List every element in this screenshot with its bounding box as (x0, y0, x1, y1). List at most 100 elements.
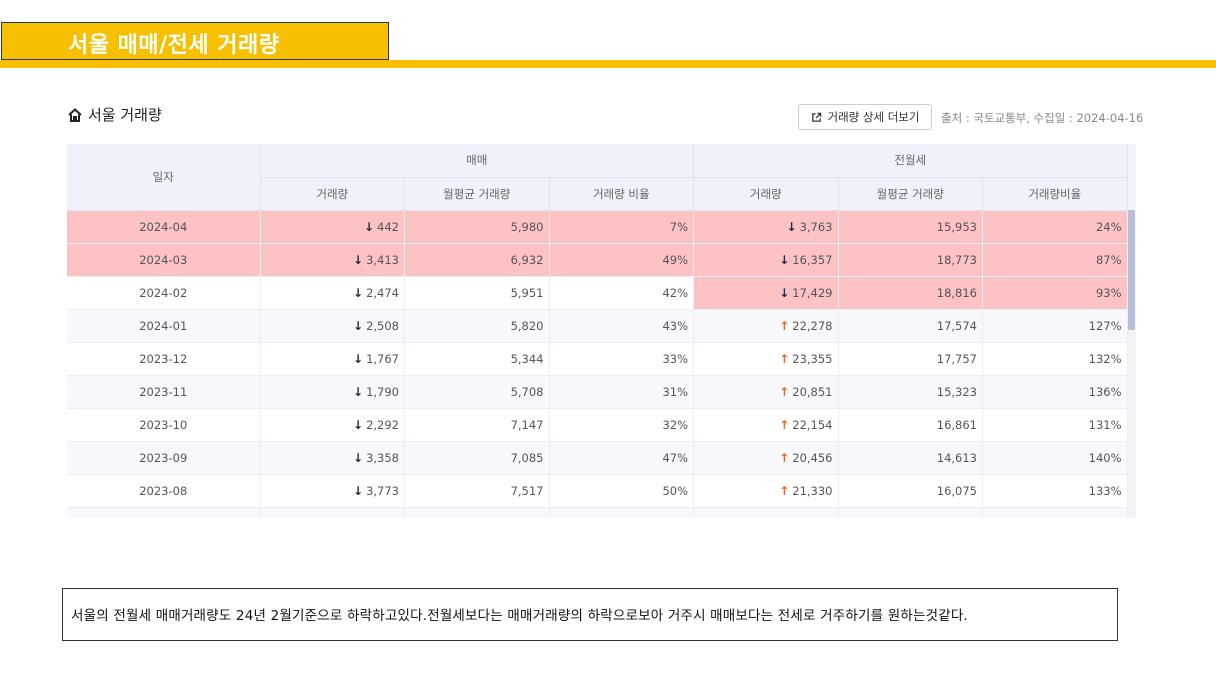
date-cell: 2024-03 (67, 243, 261, 277)
arrow-down-icon: ↓ (779, 285, 790, 300)
rent-volume-cell: ↓ 17,429 (693, 276, 839, 310)
sale-volume-header: 거래량 (260, 177, 405, 211)
rent-avg-cell: 18,773 (838, 243, 983, 277)
empty-cell (549, 507, 694, 518)
table-row-partial (67, 507, 1128, 518)
date-cell: 2023-10 (67, 408, 261, 442)
sale-ratio-cell: 43% (549, 309, 694, 343)
rent-avg-header: 월평균 거래량 (838, 177, 983, 211)
arrow-down-icon: ↓ (353, 483, 364, 498)
arrow-up-icon: ↑ (779, 483, 790, 498)
sale-ratio-cell: 33% (549, 342, 694, 376)
home-icon (68, 107, 82, 122)
arrow-down-icon: ↓ (353, 384, 364, 399)
empty-cell (404, 507, 550, 518)
arrow-down-icon: ↓ (353, 351, 364, 366)
rent-ratio-cell: 132% (982, 342, 1128, 376)
section-title: 서울 거래량 (88, 106, 162, 124)
sale-volume-cell-value: 442 (377, 219, 399, 234)
sale-ratio-header: 거래량 비율 (549, 177, 694, 211)
rent-group-header: 전월세 (693, 144, 1128, 178)
rent-avg-cell: 17,574 (838, 309, 983, 343)
rent-volume-header: 거래량 (693, 177, 839, 211)
rent-avg-cell: 15,323 (838, 375, 983, 409)
rent-volume-cell: ↑ 23,355 (693, 342, 839, 376)
sale-avg-cell: 5,820 (404, 309, 550, 343)
date-cell: 2023-12 (67, 342, 261, 376)
arrow-down-icon: ↓ (353, 417, 364, 432)
sale-avg-cell: 5,708 (404, 375, 550, 409)
rent-avg-cell: 15,953 (838, 210, 983, 244)
rent-ratio-cell: 127% (982, 309, 1128, 343)
sale-ratio-cell: 32% (549, 408, 694, 442)
arrow-down-icon: ↓ (353, 285, 364, 300)
rent-volume-cell: ↑ 22,278 (693, 309, 839, 343)
rent-volume-cell-value: 3,763 (799, 219, 833, 234)
rent-ratio-cell: 87% (982, 243, 1128, 277)
sale-ratio-cell: 7% (549, 210, 694, 244)
empty-cell (693, 507, 839, 518)
sale-volume-cell-value: 3,773 (366, 483, 399, 498)
rent-volume-cell: ↑ 21,330 (693, 474, 839, 508)
sale-volume-cell: ↓ 3,413 (260, 243, 405, 277)
table-row: 2023-09 ↓ 3,358 7,085 47% ↑ 20,456 14,613 140% (67, 441, 1128, 475)
arrow-down-icon: ↓ (363, 219, 375, 234)
volume-table: 일자 매매 전월세 거래량 월평균 거래량 거래량 비율 거래량 월평균 거래량… (67, 144, 1128, 518)
volume-table-container: 일자 매매 전월세 거래량 월평균 거래량 거래량 비율 거래량 월평균 거래량… (67, 144, 1136, 518)
sale-avg-cell: 7,085 (404, 441, 550, 475)
rent-ratio-cell: 93% (982, 276, 1128, 310)
sale-avg-header: 월평균 거래량 (404, 177, 550, 211)
scrollbar-track[interactable] (1127, 144, 1136, 518)
rent-volume-cell-value: 22,154 (792, 417, 833, 432)
sale-group-header: 매매 (260, 144, 694, 178)
arrow-down-icon: ↓ (353, 252, 364, 267)
commentary-text: 서울의 전월세 매매거래량도 24년 2월기준으로 하락하고있다.전월세보다는 … (71, 608, 968, 624)
empty-cell (838, 507, 983, 518)
arrow-down-icon: ↓ (779, 252, 790, 267)
table-row: 2024-01 ↓ 2,508 5,820 43% ↑ 22,278 17,574 127% (67, 309, 1128, 343)
rent-avg-cell: 17,757 (838, 342, 983, 376)
table-row: 2024-03 ↓ 3,413 6,932 49% ↓ 16,357 18,773 87% (67, 243, 1128, 277)
sale-ratio-cell: 49% (549, 243, 694, 277)
sale-avg-cell: 5,951 (404, 276, 550, 310)
rent-volume-cell: ↓ 3,763 (693, 210, 839, 244)
rent-volume-cell-value: 20,851 (792, 384, 833, 399)
table-row: 2023-10 ↓ 2,292 7,147 32% ↑ 22,154 16,861 131% (67, 408, 1128, 442)
sale-ratio-cell: 31% (549, 375, 694, 409)
sale-avg-cell: 5,980 (404, 210, 550, 244)
rent-ratio-cell: 133% (982, 474, 1128, 508)
external-link-icon (811, 112, 821, 122)
sale-ratio-cell: 42% (549, 276, 694, 310)
sale-volume-cell-value: 2,508 (366, 318, 399, 333)
scrollbar-thumb[interactable] (1127, 210, 1135, 330)
arrow-down-icon: ↓ (353, 318, 364, 333)
arrow-down-icon: ↓ (786, 219, 797, 234)
sale-volume-cell: ↓ 2,292 (260, 408, 405, 442)
rent-ratio-cell: 24% (982, 210, 1128, 244)
rent-avg-cell: 16,861 (838, 408, 983, 442)
sale-avg-cell: 7,147 (404, 408, 550, 442)
rent-volume-cell-value: 20,456 (792, 450, 833, 465)
sale-volume-cell: ↓ 2,508 (260, 309, 405, 343)
table-row: 2024-02 ↓ 2,474 5,951 42% ↓ 17,429 18,816 93% (67, 276, 1128, 310)
sale-avg-cell: 5,344 (404, 342, 550, 376)
title-underline (0, 60, 1216, 68)
empty-cell (982, 507, 1128, 518)
table-row: 2024-04 ↓ 442 5,980 7% ↓ 3,763 15,953 24% (67, 210, 1128, 244)
commentary-box: 서울의 전월세 매매거래량도 24년 2월기준으로 하락하고있다.전월세보다는 … (62, 588, 1118, 641)
rent-ratio-cell: 140% (982, 441, 1128, 475)
date-cell: 2023-09 (67, 441, 261, 475)
sale-volume-cell: ↓ 3,773 (260, 474, 405, 508)
rent-volume-cell: ↓ 16,357 (693, 243, 839, 277)
arrow-up-icon: ↑ (779, 351, 790, 366)
sale-volume-cell: ↓ 442 (260, 210, 405, 244)
page-title: 서울 매매/전세 거래량 (68, 33, 280, 58)
sale-avg-cell: 7,517 (404, 474, 550, 508)
more-details-label: 거래량 상세 더보기 (827, 110, 920, 124)
date-cell: 2024-02 (67, 276, 261, 310)
date-cell: 2024-04 (67, 210, 261, 244)
sale-volume-cell: ↓ 2,474 (260, 276, 405, 310)
arrow-up-icon: ↑ (779, 417, 790, 432)
sale-ratio-cell: 47% (549, 441, 694, 475)
more-details-button[interactable]: 거래량 상세 더보기 (798, 104, 932, 130)
